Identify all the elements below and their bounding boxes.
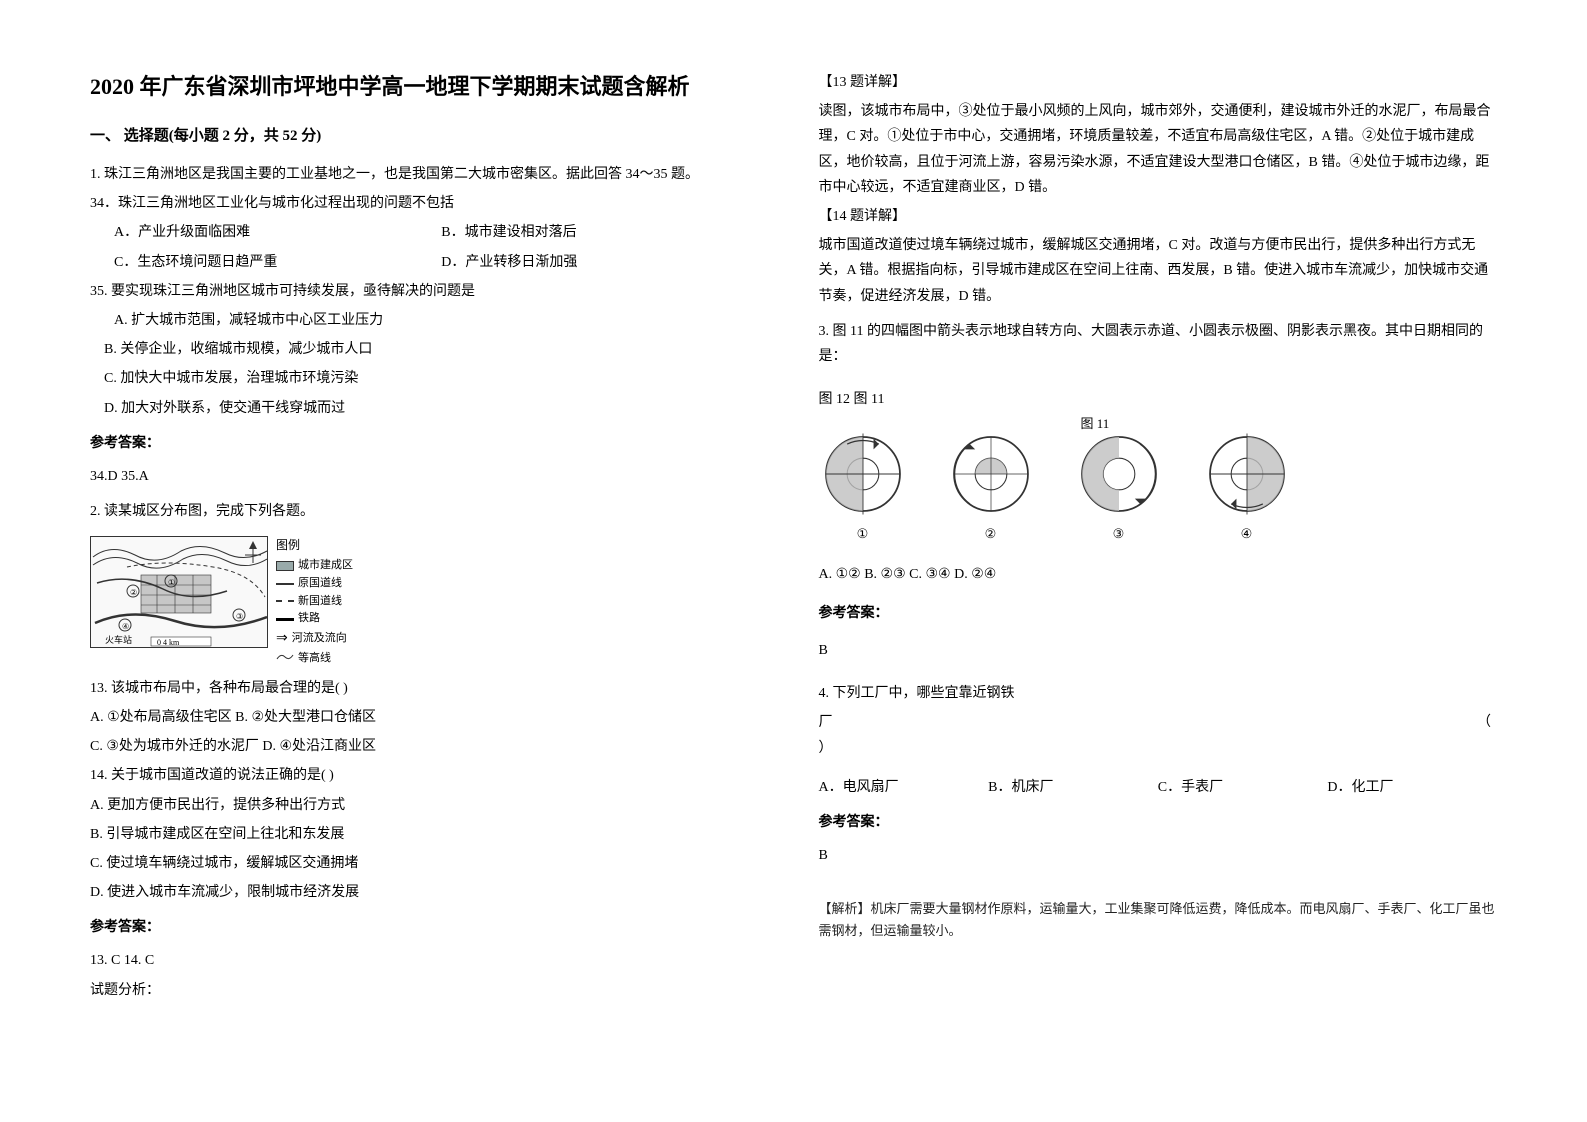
globes-row: ① ② 图 11 ③ <box>819 430 1498 545</box>
q14-detail-text: 城市国道改道使过境车辆绕过城市，缓解城区交通拥堵，C 对。改道与方便市民出行，提… <box>819 233 1498 309</box>
q4-opt-b: B．机床厂 <box>988 775 1158 800</box>
q1-answer-label: 参考答案： <box>90 431 769 456</box>
swatch-built-area <box>276 561 294 571</box>
q1-stem: 1. 珠江三角洲地区是我国主要的工业基地之一，也是我国第二大城市密集区。据此回答… <box>90 162 769 187</box>
q4-stem-1: 4. 下列工厂中，哪些宜靠近钢铁 <box>819 681 1498 706</box>
legend-2-text: 原国道线 <box>298 575 342 593</box>
globe-2-svg <box>947 430 1035 518</box>
q35-opt-c: C. 加快大中城市发展，治理城市环境污染 <box>90 366 769 391</box>
q13-stem: 13. 该城市布局中，各种布局最合理的是( ) <box>90 676 769 701</box>
q1-answer: 34.D 35.A <box>90 464 769 489</box>
fig-11-caption: 图 11 <box>1081 412 1110 435</box>
legend: 图例 城市建成区 原国道线 新国道线 铁路 ⇒河流及流向 等高线 <box>276 536 353 668</box>
q35-stem: 35. 要实现珠江三角洲地区城市可持续发展，亟待解决的问题是 <box>90 279 769 304</box>
globe-2: ② <box>947 430 1035 545</box>
figline: 图 12 图 11 <box>819 387 1498 412</box>
q4-opt-c: C．手表厂 <box>1158 775 1328 800</box>
legend-3: 新国道线 <box>276 593 353 611</box>
q34-opts-row2: C．生态环境问题日趋严重 D．产业转移日渐加强 <box>90 250 769 275</box>
q13-detail-text: 读图，该城市布局中，③处位于最小风频的上风向，城市郊外，交通便利，建设城市外迁的… <box>819 99 1498 200</box>
q35-opt-d: D. 加大对外联系，使交通干线穿城而过 <box>90 396 769 421</box>
globe-2-label: ② <box>985 522 997 545</box>
swatch-new-road <box>276 600 294 602</box>
legend-5-text: 河流及流向 <box>292 630 347 648</box>
q34-opt-c: C．生态环境问题日趋严重 <box>114 250 441 275</box>
globe-3-svg <box>1075 430 1163 518</box>
q3-answer: B <box>819 638 1498 663</box>
q34-opt-a: A．产业升级面临困难 <box>114 220 441 245</box>
q13-opts-cd: C. ③处为城市外迁的水泥厂 D. ④处沿江商业区 <box>90 734 769 759</box>
q2-answer-label: 参考答案： <box>90 915 769 940</box>
city-map: ① ② ③ ④ 火车站 0 4 km <box>90 536 268 648</box>
q4-opts-row: A．电风扇厂 B．机床厂 C．手表厂 D．化工厂 <box>819 775 1498 800</box>
q4-stem-row: 厂 （ <box>819 710 1498 735</box>
svg-text:火车站: 火车站 <box>105 634 132 645</box>
q14-opt-b: B. 引导城市建成区在空间上往北和东发展 <box>90 822 769 847</box>
left-column: 2020 年广东省深圳市坪地中学高一地理下学期期末试题含解析 一、 选择题(每小… <box>90 70 769 1052</box>
legend-1-text: 城市建成区 <box>298 557 353 575</box>
q14-opt-d: D. 使进入城市车流减少，限制城市经济发展 <box>90 880 769 905</box>
q34-opt-d: D．产业转移日渐加强 <box>441 250 768 275</box>
right-column: 【13 题详解】 读图，该城市布局中，③处位于最小风频的上风向，城市郊外，交通便… <box>819 70 1498 1052</box>
q14-opt-a: A. 更加方便市民出行，提供多种出行方式 <box>90 793 769 818</box>
globe-1: ① <box>819 430 907 545</box>
legend-4: 铁路 <box>276 610 353 628</box>
q34-opts-row1: A．产业升级面临困难 B．城市建设相对落后 <box>90 220 769 245</box>
legend-1: 城市建成区 <box>276 557 353 575</box>
q4-opt-a: A．电风扇厂 <box>819 775 989 800</box>
q35-opt-a: A. 扩大城市范围，减轻城市中心区工业压力 <box>90 308 769 333</box>
swatch-old-road <box>276 583 294 585</box>
q4-answer: B <box>819 843 1498 868</box>
q4-paren-open: （ <box>1477 710 1497 735</box>
q13-opts-ab: A. ①处布局高级住宅区 B. ②处大型港口仓储区 <box>90 705 769 730</box>
q2-analysis-label: 试题分析： <box>90 978 769 1003</box>
page-title: 2020 年广东省深圳市坪地中学高一地理下学期期末试题含解析 <box>90 70 769 103</box>
globe-4: ④ <box>1203 430 1291 545</box>
globe-3: 图 11 ③ <box>1075 430 1163 545</box>
q14-detail-head: 【14 题详解】 <box>819 204 1498 229</box>
swatch-contour <box>276 650 294 668</box>
q4-stem-3: ） <box>819 736 1498 761</box>
legend-3-text: 新国道线 <box>298 593 342 611</box>
globe-4-label: ④ <box>1241 522 1253 545</box>
svg-text:④: ④ <box>122 622 129 631</box>
q4-explain: 【解析】机床厂需要大量钢材作原料，运输量大，工业集聚可降低运费，降低成本。而电风… <box>819 898 1498 942</box>
q3-opts: A. ①② B. ②③ C. ③④ D. ②④ <box>819 562 1498 587</box>
q34-opt-b: B．城市建设相对落后 <box>441 220 768 245</box>
legend-title: 图例 <box>276 536 353 555</box>
city-map-svg: ① ② ③ ④ 火车站 0 4 km <box>91 537 268 648</box>
globe-4-svg <box>1203 430 1291 518</box>
q2-figure: ① ② ③ ④ 火车站 0 4 km 图例 城市建成区 原国道线 新国道线 铁路 <box>90 536 769 668</box>
q4-stem-2: 厂 <box>819 710 833 735</box>
q4-answer-label: 参考答案： <box>819 810 1498 835</box>
q2-answer: 13. C 14. C <box>90 948 769 973</box>
q3-answer-label: 参考答案： <box>819 601 1498 626</box>
q3-stem: 3. 图 11 的四幅图中箭头表示地球自转方向、大圆表示赤道、小圆表示极圈、阴影… <box>819 319 1498 369</box>
q34-stem: 34．珠江三角洲地区工业化与城市化过程出现的问题不包括 <box>90 191 769 216</box>
legend-6: 等高线 <box>276 650 353 668</box>
globe-3-label: ③ <box>1113 522 1125 545</box>
legend-4-text: 铁路 <box>298 610 320 628</box>
legend-2: 原国道线 <box>276 575 353 593</box>
section1-header: 一、 选择题(每小题 2 分，共 52 分) <box>90 123 769 150</box>
svg-text:③: ③ <box>236 612 243 621</box>
q2-stem: 2. 读某城区分布图，完成下列各题。 <box>90 499 769 524</box>
svg-text:①: ① <box>168 578 175 587</box>
q35-opt-b: B. 关停企业，收缩城市规模，减少城市人口 <box>90 337 769 362</box>
q4-opt-d: D．化工厂 <box>1327 775 1497 800</box>
legend-6-text: 等高线 <box>298 650 331 668</box>
q13-detail-head: 【13 题详解】 <box>819 70 1498 95</box>
globe-1-label: ① <box>857 522 869 545</box>
svg-text:0 4 km: 0 4 km <box>157 638 180 647</box>
q14-opt-c: C. 使过境车辆绕过城市，缓解城区交通拥堵 <box>90 851 769 876</box>
svg-text:②: ② <box>130 588 137 597</box>
q14-stem: 14. 关于城市国道改道的说法正确的是( ) <box>90 763 769 788</box>
legend-5: ⇒河流及流向 <box>276 628 353 650</box>
globe-1-svg <box>819 430 907 518</box>
swatch-rail <box>276 618 294 621</box>
swatch-river: ⇒ <box>276 628 288 650</box>
